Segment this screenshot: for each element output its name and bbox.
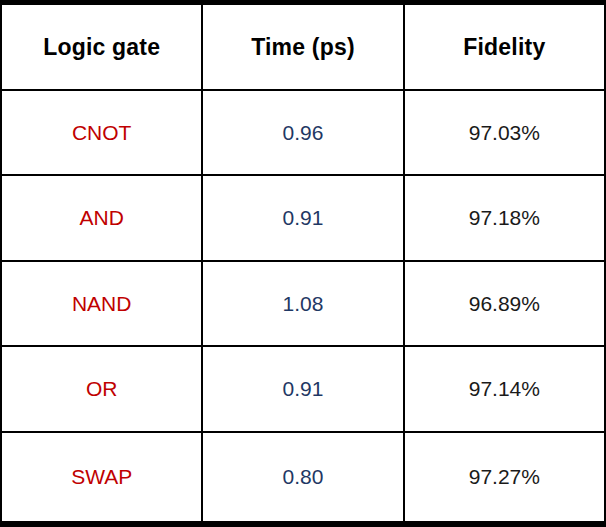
table-header-row: Logic gate Time (ps) Fidelity (1, 3, 605, 91)
table-row-nand: NAND 1.08 96.89% (1, 261, 605, 346)
fidelity-value-cell: 96.89% (404, 261, 605, 346)
logic-gate-table: Logic gate Time (ps) Fidelity CNOT 0.96 … (0, 0, 606, 527)
time-value-cell: 0.80 (202, 432, 403, 524)
fidelity-value-cell: 97.14% (404, 346, 605, 431)
header-cell-time: Time (ps) (202, 3, 403, 91)
table-row-swap: SWAP 0.80 97.27% (1, 432, 605, 524)
time-value-cell: 0.91 (202, 346, 403, 431)
gate-name-cell: NAND (1, 261, 202, 346)
fidelity-value-cell: 97.27% (404, 432, 605, 524)
gate-name-cell: AND (1, 175, 202, 260)
header-cell-fidelity: Fidelity (404, 3, 605, 91)
time-value-cell: 0.96 (202, 90, 403, 175)
gate-name-cell: SWAP (1, 432, 202, 524)
gate-name-cell: CNOT (1, 90, 202, 175)
gate-performance-table: Logic gate Time (ps) Fidelity CNOT 0.96 … (0, 0, 606, 527)
fidelity-value-cell: 97.03% (404, 90, 605, 175)
gate-name-cell: OR (1, 346, 202, 431)
header-cell-logic-gate: Logic gate (1, 3, 202, 91)
table-row-and: AND 0.91 97.18% (1, 175, 605, 260)
table-row-cnot: CNOT 0.96 97.03% (1, 90, 605, 175)
time-value-cell: 0.91 (202, 175, 403, 260)
time-value-cell: 1.08 (202, 261, 403, 346)
fidelity-value-cell: 97.18% (404, 175, 605, 260)
table-row-or: OR 0.91 97.14% (1, 346, 605, 431)
